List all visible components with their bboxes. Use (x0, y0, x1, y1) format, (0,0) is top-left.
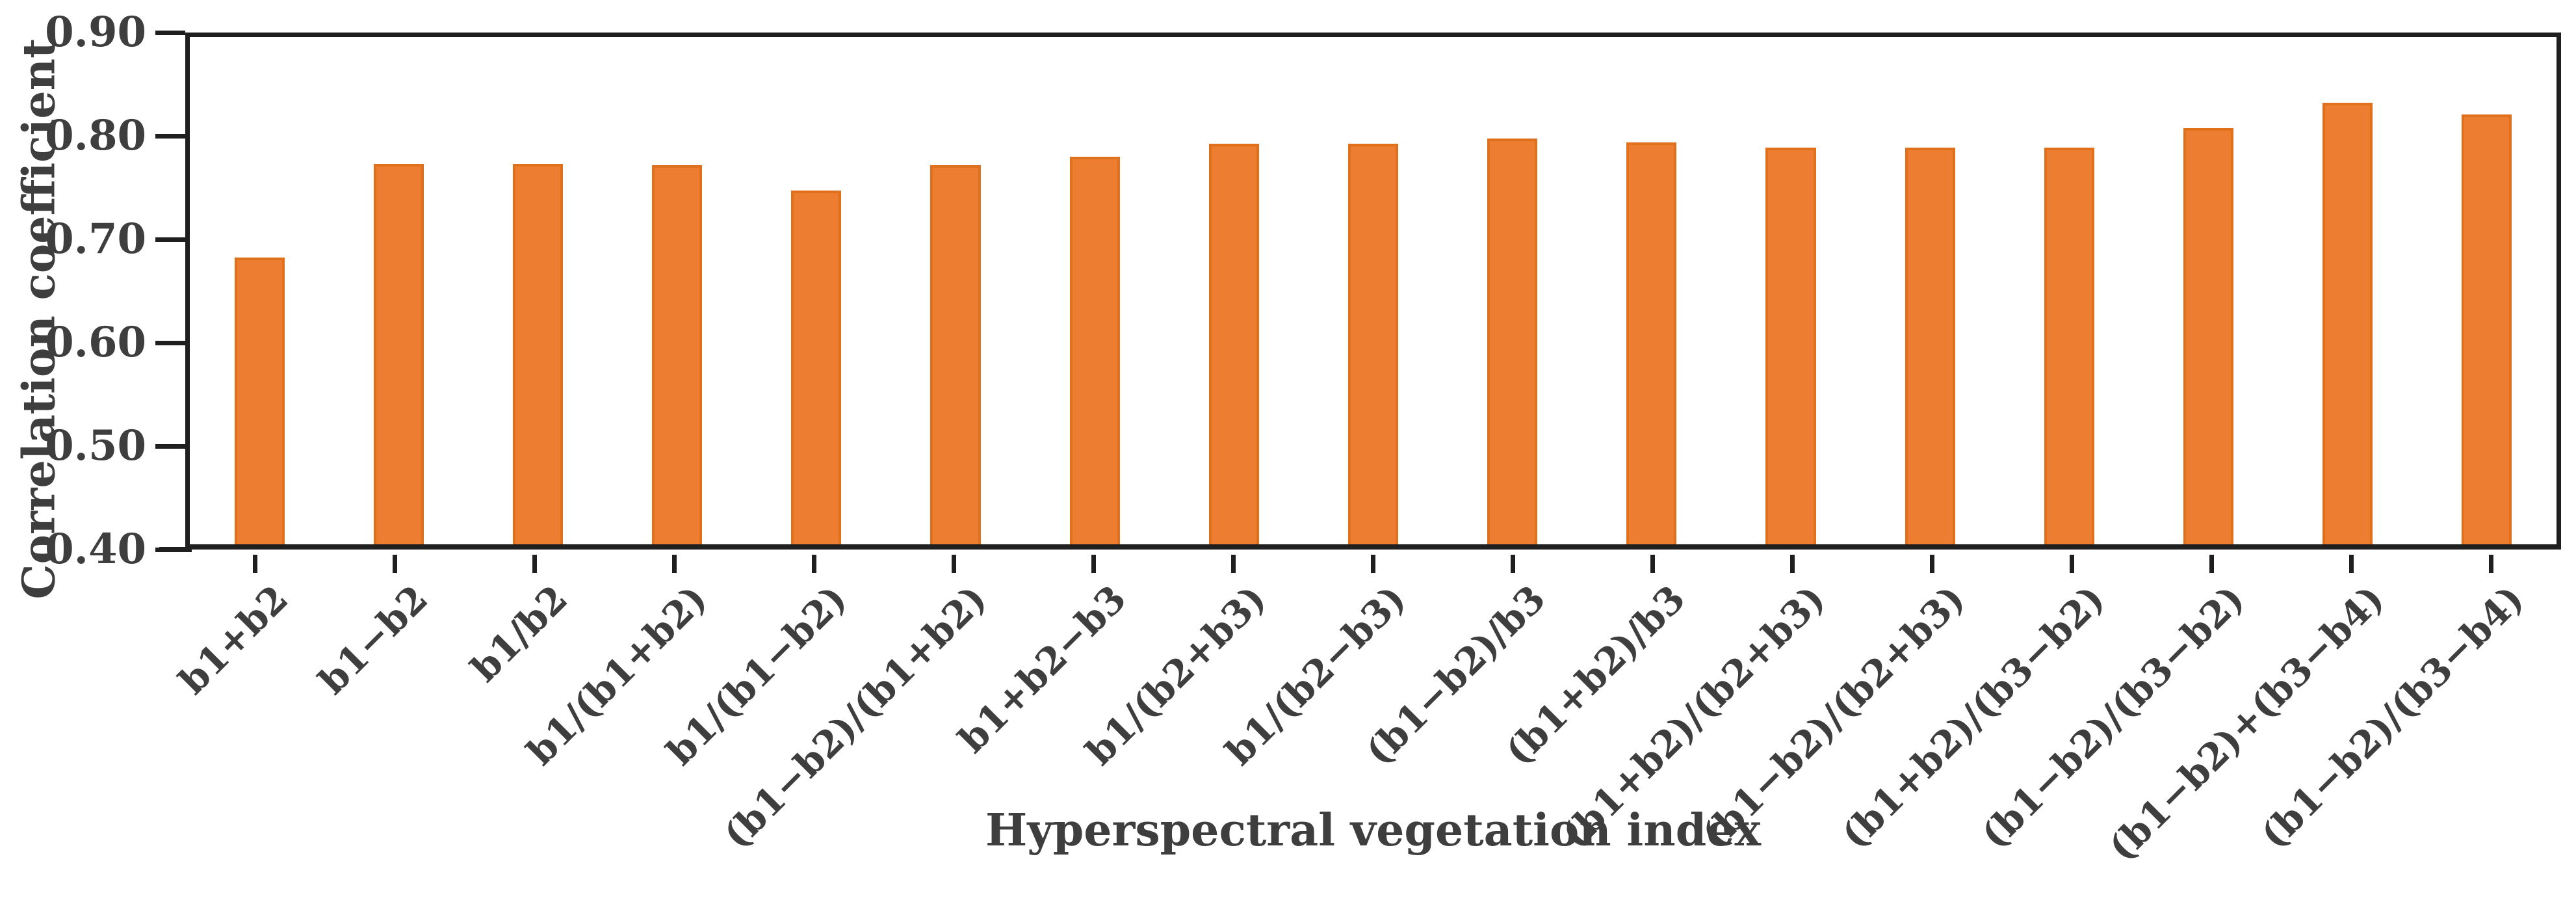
bar-slot (1582, 37, 1721, 544)
y-tick-mark (155, 30, 185, 35)
bar-slot (608, 37, 747, 544)
x-tick-mark (253, 555, 257, 573)
plot-area (185, 33, 2561, 550)
x-axis-category-labels: b1+b2 b1−b2 b1/b2 b1/(b1+b2) b1/(b1−b2) (b1−b… (170, 550, 2561, 869)
bar-(b1+b2)/(b3−b2) (2044, 148, 2094, 544)
bar-slot (329, 37, 468, 544)
bar-b1+b2−b3 (1069, 157, 1120, 544)
bar-slot (468, 37, 607, 544)
x-tick-mark (951, 555, 956, 573)
x-tick-mark (2209, 555, 2214, 573)
bars-container (190, 37, 2556, 544)
bar-(b1−b2)/(b2+b3) (1905, 148, 1955, 544)
bar-slot (190, 37, 329, 544)
y-tick-label: 0.80 (45, 111, 146, 160)
bar-slot (1164, 37, 1303, 544)
bar-b1−b2 (373, 164, 424, 544)
bar-b1/(b2+b3) (1208, 143, 1259, 544)
x-tick-mark (2489, 555, 2493, 573)
y-tick-label: 0.70 (45, 215, 146, 263)
bar-slot (1721, 37, 1860, 544)
y-tick-mark (155, 237, 185, 242)
bar-b1/(b2−b3) (1347, 143, 1399, 544)
x-tick-mark (1650, 555, 1655, 573)
bar-b1+b2 (234, 257, 285, 544)
bar-(b1−b2)/b3 (1487, 139, 1538, 544)
y-tick-label: 0.40 (45, 525, 146, 574)
bar-(b1−b2)/(b3−b4) (2462, 114, 2512, 544)
bar-b1/(b1+b2) (652, 165, 703, 544)
y-axis: 0.90 0.80 0.70 0.60 0.50 0.40 (0, 11, 185, 571)
y-tick-mark (155, 133, 185, 139)
x-tick-mark (2070, 555, 2074, 573)
x-tick-mark (1930, 555, 1934, 573)
bar-(b1−b2)+(b3−b4) (2322, 103, 2373, 544)
bar-b1/(b1−b2) (791, 190, 842, 544)
bar-slot (747, 37, 886, 544)
x-category-label: b1+b2 (170, 577, 296, 703)
x-tick-mark (1511, 555, 1515, 573)
bar-b1/b2 (512, 164, 563, 544)
y-tick-label: 0.60 (45, 318, 146, 367)
x-axis-ticks (185, 555, 2561, 574)
x-tick-mark (672, 555, 677, 573)
y-tick-mark (155, 444, 185, 449)
bar-slot (1443, 37, 1582, 544)
x-tick-mark (1230, 555, 1236, 573)
bar-slot (2139, 37, 2278, 544)
bar-slot (1999, 37, 2139, 544)
x-tick-mark (392, 555, 397, 573)
bar-(b1+b2)/b3 (1626, 142, 1677, 544)
bar-(b1+b2)/(b2+b3) (1765, 148, 1816, 544)
x-tick-mark (1091, 555, 1096, 573)
y-tick-label: 0.50 (45, 421, 146, 470)
bar-slot (2278, 37, 2417, 544)
x-category-label: b1−b2 (310, 577, 436, 703)
x-axis-line (159, 547, 192, 552)
bar-slot (1303, 37, 1442, 544)
x-tick-mark (532, 555, 537, 573)
bar-(b1−b2)/(b3−b2) (2183, 128, 2234, 544)
x-axis-title: Hyperspectral vegetation index (985, 804, 1762, 856)
y-tick-mark (155, 340, 185, 345)
bar-slot (1025, 37, 1164, 544)
bar-slot (1860, 37, 1999, 544)
x-tick-mark (1371, 555, 1375, 573)
bar-(b1−b2)/(b1+b2) (930, 165, 981, 544)
x-tick-mark (2349, 555, 2354, 573)
bar-slot (2417, 37, 2556, 544)
bar-slot (886, 37, 1025, 544)
y-tick-label: 0.90 (45, 8, 146, 57)
x-tick-mark (812, 555, 816, 573)
x-tick-mark (1790, 555, 1795, 573)
x-category-label: b1/b2 (462, 577, 576, 691)
